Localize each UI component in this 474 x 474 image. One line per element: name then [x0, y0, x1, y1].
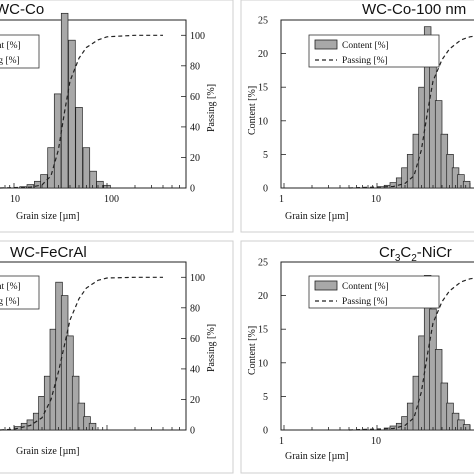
- y2-tick-label: 0: [190, 426, 195, 437]
- legend-label-content: Content [%]: [0, 41, 21, 51]
- legend-label-content: Content [%]: [0, 282, 21, 292]
- x-axis-label: Grain size [µm]: [16, 211, 80, 222]
- y2-axis-label: Passing [%]: [206, 84, 217, 132]
- y-tick-label: 20: [258, 49, 268, 60]
- y-tick-label: 0: [263, 426, 268, 437]
- legend-label-passing: Passing [%]: [0, 56, 20, 66]
- histogram-bar: [60, 12, 69, 189]
- y2-tick-label: 60: [190, 92, 200, 103]
- legend-box: [0, 34, 40, 69]
- panel-border: [240, 240, 474, 474]
- legend-swatch-content: [314, 280, 338, 291]
- passing-curve: [0, 34, 163, 189]
- panel-border: [0, 0, 234, 233]
- panel-border: [0, 240, 234, 474]
- x-tick-label: 1: [279, 194, 284, 205]
- y2-tick-label: 20: [190, 153, 200, 164]
- chart-title: WC-FeCrAl: [10, 244, 87, 261]
- histogram-bar: [96, 180, 104, 189]
- legend-label-passing: Passing [%]: [342, 297, 388, 307]
- histogram-bar: [40, 174, 48, 189]
- passing-curve: [348, 35, 474, 189]
- chart-title: Cr3C2-NiCr: [379, 244, 452, 264]
- y-tick-label: 25: [258, 16, 268, 27]
- y-tick-label: 10: [258, 358, 268, 369]
- passing-curve: [348, 277, 474, 431]
- y-tick-label: 0: [263, 184, 268, 195]
- histogram-bar: [26, 184, 35, 189]
- y-axis-label: Content [%]: [247, 86, 258, 135]
- chart-title: WC-Co: [0, 1, 44, 18]
- x-axis-label: Grain size [µm]: [285, 211, 349, 222]
- legend-swatch-content: [314, 39, 338, 50]
- legend-label-passing: Passing [%]: [0, 297, 20, 307]
- panel-border: [240, 0, 474, 233]
- histogram-bar: [68, 39, 76, 189]
- histogram-bar: [82, 147, 91, 189]
- x-tick-label: 100: [104, 194, 119, 205]
- x-axis-label: Grain size [µm]: [285, 451, 349, 462]
- histogram-bar: [89, 170, 97, 189]
- legend-label-content: Content [%]: [342, 41, 389, 51]
- x-tick-label: 10: [10, 194, 20, 205]
- chart-title: WC-Co-100 nm: [362, 1, 466, 18]
- y2-tick-label: 80: [190, 303, 200, 314]
- y-tick-label: 10: [258, 116, 268, 127]
- y-tick-label: 20: [258, 291, 268, 302]
- chart-panel-cr3c2-nicr: Cr3C2-NiCr Content [%] Passing [%] 0 5 10 1…: [240, 240, 474, 474]
- y-tick-label: 5: [263, 392, 268, 403]
- y2-tick-label: 60: [190, 334, 200, 345]
- histogram-bar: [462, 424, 471, 431]
- legend-label-passing: Passing [%]: [342, 56, 388, 66]
- y2-tick-label: 100: [190, 273, 205, 284]
- plot-frame: [280, 261, 474, 431]
- x-axis-label: Grain size [µm]: [16, 446, 80, 457]
- y-tick-label: 5: [263, 150, 268, 161]
- chart-panel-wc-co-100nm: WC-Co-100 nm Content [%] Passing [%] 0 5 1…: [240, 0, 474, 233]
- y2-axis-label: Passing [%]: [206, 324, 217, 372]
- x-tick-label: 1: [279, 436, 284, 447]
- y2-tick-label: 40: [190, 364, 200, 375]
- chart-panel-wc-fecral: WC-FeCrAl Content [%] Passing [%] Grain …: [0, 240, 234, 474]
- y2-tick-label: 80: [190, 61, 200, 72]
- y-tick-label: 25: [258, 258, 268, 269]
- y-tick-label: 15: [258, 83, 268, 94]
- y2-tick-label: 20: [190, 395, 200, 406]
- x-tick-label: 10: [371, 194, 381, 205]
- histogram-bar: [34, 180, 42, 189]
- passing-curve: [0, 276, 163, 431]
- y2-tick-label: 0: [190, 184, 195, 195]
- legend-label-content: Content [%]: [342, 282, 389, 292]
- histogram-bar: [75, 107, 83, 189]
- y-axis-label: Content [%]: [247, 326, 258, 375]
- x-tick-label: 10: [371, 436, 381, 447]
- y-tick-label: 15: [258, 325, 268, 336]
- legend-box: [0, 275, 40, 310]
- chart-panel-wc-co: WC-Co Content [%] Passing [%] 10 100 Gra…: [0, 0, 234, 233]
- histogram-bar: [389, 182, 398, 189]
- y2-tick-label: 40: [190, 122, 200, 133]
- y2-tick-label: 100: [190, 31, 205, 42]
- histogram-bar: [462, 180, 471, 189]
